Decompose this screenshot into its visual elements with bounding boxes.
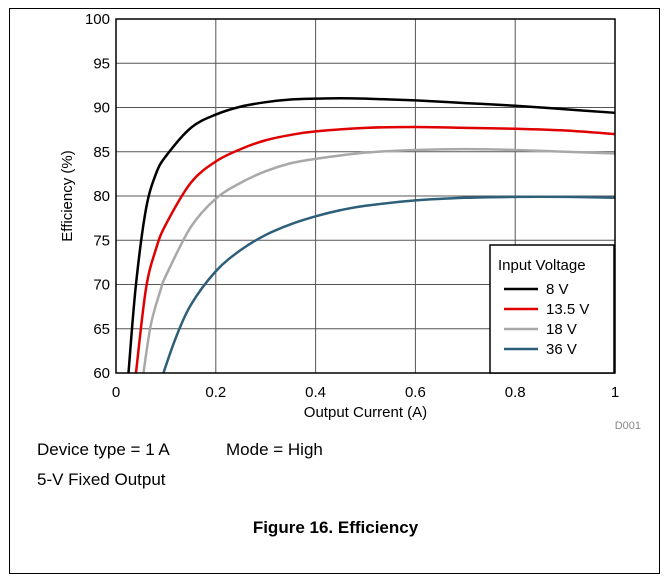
- figure-frame: [9, 8, 660, 574]
- x-tick-label: 0.2: [205, 384, 226, 401]
- figure-caption: Figure 16. Efficiency: [252, 518, 419, 537]
- legend-label: 8 V: [546, 281, 569, 298]
- x-tick-labels: 0 0.2 0.4 0.6 0.8 1: [112, 384, 619, 401]
- y-tick-label: 95: [93, 55, 110, 72]
- series-line-0: [127, 96, 616, 374]
- y-axis-label: Efficiency (%): [59, 150, 76, 241]
- series-line-1: [134, 125, 616, 374]
- legend-label: 36 V: [546, 341, 577, 358]
- x-axis-label: Output Current (A): [304, 404, 427, 421]
- x-tick-label: 0: [112, 384, 120, 401]
- x-tick-label: 0.8: [505, 384, 526, 401]
- series-line-3: [162, 195, 616, 374]
- x-tick-label: 1: [611, 384, 619, 401]
- x-tick-label: 0.4: [305, 384, 326, 401]
- legend-title: Input Voltage: [498, 257, 586, 274]
- efficiency-chart: 0 0.2 0.4 0.6 0.8 1 60 65 70 75 80 85 90 95 100 Outpu…: [59, 11, 641, 432]
- y-tick-label: 60: [93, 365, 110, 382]
- output-note: 5-V Fixed Output: [37, 470, 166, 489]
- device-type-note: Device type = 1 A: [37, 440, 170, 459]
- legend-label: 13.5 V: [546, 301, 589, 318]
- y-tick-label: 75: [93, 232, 110, 249]
- legend-label: 18 V: [546, 321, 577, 338]
- plot-border: [115, 18, 616, 374]
- y-tick-label: 85: [93, 144, 110, 161]
- mode-note: Mode = High: [226, 440, 323, 459]
- series-lines: [127, 96, 616, 374]
- series-line-2: [142, 147, 616, 374]
- y-tick-labels: 60 65 70 75 80 85 90 95 100: [85, 11, 110, 382]
- y-tick-label: 80: [93, 188, 110, 205]
- x-tick-label: 0.6: [405, 384, 426, 401]
- y-tick-label: 70: [93, 277, 110, 294]
- y-tick-label: 100: [85, 11, 110, 28]
- figure-id-annotation: D001: [615, 420, 641, 432]
- y-tick-label: 65: [93, 321, 110, 338]
- legend: Input Voltage 8 V 13.5 V 18 V 36 V: [489, 244, 615, 374]
- y-tick-label: 90: [93, 100, 110, 117]
- legend-items: 8 V 13.5 V 18 V 36 V: [504, 281, 589, 358]
